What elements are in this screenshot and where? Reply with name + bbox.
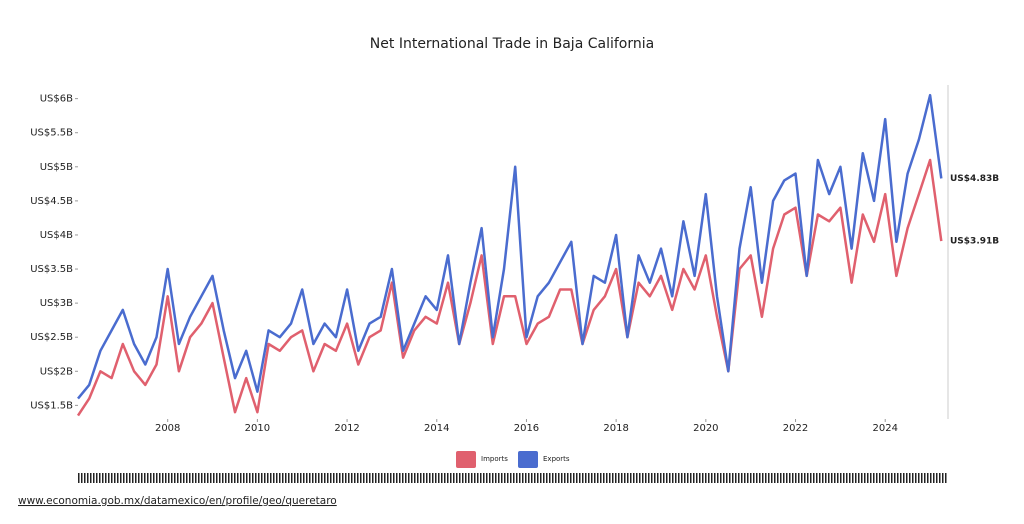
y-tick-label: US$5.5B	[30, 128, 73, 139]
source-link[interactable]: www.economia.gob.mx/datamexico/en/profil…	[18, 495, 337, 507]
x-tick-label: 2022	[783, 423, 808, 434]
y-tick-label: US$2.5B	[30, 332, 73, 343]
legend-label: Imports	[481, 455, 508, 463]
y-tick-label: US$1.5B	[30, 400, 73, 411]
y-tick-label: US$3B	[40, 298, 73, 309]
y-tick-label: US$5B	[40, 162, 73, 173]
legend-swatch	[518, 451, 538, 468]
x-tick-label: 2018	[603, 423, 628, 434]
series-line	[77, 93, 943, 400]
legend-swatch	[456, 451, 476, 468]
y-tick-label: US$6B	[40, 94, 73, 105]
series-line	[76, 158, 943, 417]
y-tick-label: US$3.5B	[30, 264, 73, 275]
end-label: US$4.83B	[950, 174, 999, 184]
x-tick-label: 2014	[424, 423, 449, 434]
end-label: US$3.91B	[950, 237, 999, 247]
legend-label: Exports	[543, 455, 570, 463]
chart-title: Net International Trade in Baja Californ…	[370, 36, 654, 52]
y-tick-label: US$4B	[40, 230, 73, 241]
scrollbar-decoration	[78, 473, 948, 483]
x-tick-label: 2012	[334, 423, 359, 434]
x-tick-label: 2020	[693, 423, 718, 434]
x-tick-label: 2016	[514, 423, 539, 434]
x-tick-label: 2010	[245, 423, 270, 434]
x-tick-label: 2024	[872, 423, 897, 434]
y-tick-label: US$4.5B	[30, 196, 73, 207]
y-tick-label: US$2B	[40, 366, 73, 377]
x-tick-label: 2008	[155, 423, 180, 434]
